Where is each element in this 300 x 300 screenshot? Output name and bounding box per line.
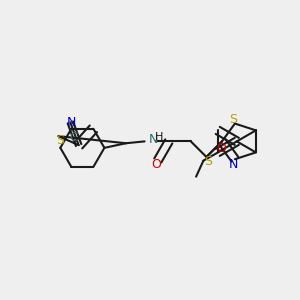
- Text: H: H: [155, 132, 164, 142]
- Text: O: O: [151, 158, 161, 171]
- Text: S: S: [204, 154, 212, 167]
- Text: S: S: [56, 134, 64, 147]
- Text: N: N: [229, 158, 238, 171]
- Text: O: O: [217, 142, 226, 155]
- Text: N: N: [66, 116, 76, 129]
- Text: C: C: [70, 131, 79, 144]
- Text: S: S: [229, 113, 237, 126]
- Text: N: N: [148, 133, 158, 146]
